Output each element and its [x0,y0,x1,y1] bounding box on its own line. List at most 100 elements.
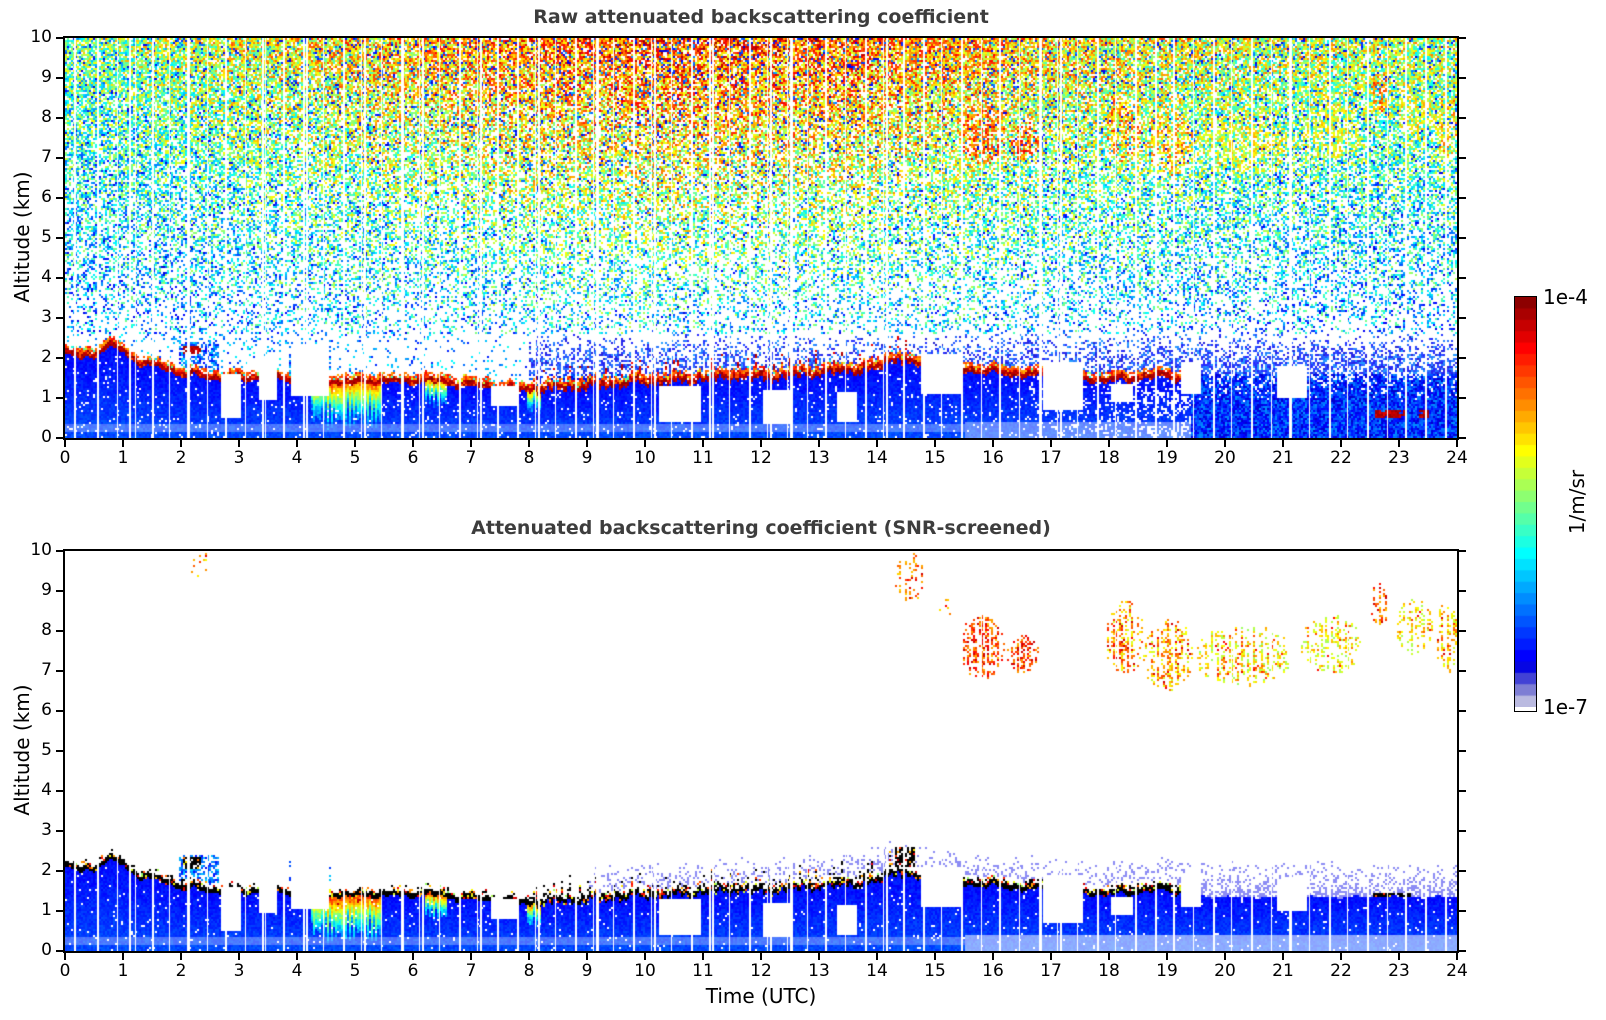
y-tick-mark [56,910,63,912]
y-tick-label: 3 [41,820,52,840]
x-tick-label: 17 [1040,448,1062,468]
y-tick-mark [56,197,63,199]
screened-panel-title: Attenuated backscattering coefficient (S… [471,517,1051,539]
y-tick-label: 9 [41,67,52,87]
y-tick-label: 2 [41,860,52,880]
y-tick-mark-right [1459,317,1466,319]
x-tick-mark [412,953,414,960]
y-tick-label: 1 [41,387,52,407]
x-tick-mark [1050,953,1052,960]
x-tick-label: 21 [1272,961,1294,981]
y-tick-mark [56,870,63,872]
x-tick-label: 19 [1156,448,1178,468]
x-tick-label: 6 [407,448,419,468]
x-tick-mark [412,440,414,447]
y-tick-mark [56,710,63,712]
x-tick-mark [934,440,936,447]
y-tick-mark [56,277,63,279]
x-tick-label: 19 [1156,961,1178,981]
x-tick-mark [1166,953,1168,960]
x-tick-label: 3 [233,961,245,981]
y-tick-label: 4 [41,780,52,800]
x-tick-label: 2 [175,448,187,468]
colorbar-min-label: 1e-7 [1543,695,1588,719]
colorbar-max-label: 1e-4 [1543,285,1588,309]
x-tick-mark [296,953,298,960]
raw-heatmap-plot [63,36,1459,440]
x-tick-label: 17 [1040,961,1062,981]
y-tick-label: 0 [41,940,52,960]
x-tick-mark [702,953,704,960]
x-tick-mark [354,953,356,960]
x-tick-mark [644,953,646,960]
y-tick-mark-right [1459,830,1466,832]
y-tick-mark [56,830,63,832]
x-tick-mark [876,953,878,960]
x-tick-mark [760,953,762,960]
x-tick-mark [64,953,66,960]
x-tick-label: 21 [1272,448,1294,468]
x-tick-label: 4 [291,961,303,981]
y-tick-mark [56,590,63,592]
y-tick-mark-right [1459,630,1466,632]
y-tick-label: 4 [41,267,52,287]
y-tick-mark-right [1459,910,1466,912]
x-tick-mark [180,440,182,447]
x-tick-mark [1050,440,1052,447]
y-tick-label: 6 [41,700,52,720]
x-tick-label: 15 [924,961,946,981]
y-tick-mark [56,157,63,159]
x-tick-mark [1166,440,1168,447]
x-tick-mark [1456,440,1458,447]
x-tick-mark [470,953,472,960]
raw-panel-title: Raw attenuated backscattering coefficien… [533,6,989,28]
x-tick-label: 1 [117,448,129,468]
y-tick-mark-right [1459,870,1466,872]
x-tick-mark [1282,440,1284,447]
y-tick-mark-right [1459,197,1466,199]
x-tick-mark [1108,953,1110,960]
x-tick-mark [818,440,820,447]
x-tick-label: 23 [1388,961,1410,981]
x-tick-label: 22 [1330,448,1352,468]
x-tick-label: 18 [1098,961,1120,981]
x-tick-label: 11 [692,448,714,468]
y-tick-mark-right [1459,277,1466,279]
x-tick-mark [934,953,936,960]
x-tick-mark [586,953,588,960]
y-tick-mark-right [1459,37,1466,39]
x-tick-mark [586,440,588,447]
x-tick-label: 13 [808,961,830,981]
x-tick-label: 8 [523,961,535,981]
x-tick-mark [528,953,530,960]
x-tick-mark [1398,953,1400,960]
y-tick-label: 8 [41,620,52,640]
x-tick-label: 4 [291,448,303,468]
colorbar-units-label: 1/m/sr [1565,469,1589,535]
y-tick-label: 3 [41,307,52,327]
x-tick-mark [1340,953,1342,960]
x-tick-mark [1108,440,1110,447]
y-tick-mark [56,750,63,752]
y-tick-mark-right [1459,237,1466,239]
y-tick-label: 7 [41,147,52,167]
x-tick-mark [238,440,240,447]
x-tick-label: 5 [349,448,361,468]
x-tick-label: 16 [982,448,1004,468]
x-tick-mark [876,440,878,447]
x-tick-mark [180,953,182,960]
x-tick-mark [1340,440,1342,447]
y-tick-mark [56,357,63,359]
y-tick-mark [56,37,63,39]
x-tick-label: 6 [407,961,419,981]
y-tick-mark-right [1459,670,1466,672]
y-tick-mark [56,117,63,119]
y-tick-mark-right [1459,590,1466,592]
x-tick-label: 20 [1214,961,1236,981]
x-tick-mark [1398,440,1400,447]
x-tick-label: 18 [1098,448,1120,468]
y-tick-label: 0 [41,427,52,447]
x-tick-label: 15 [924,448,946,468]
y-tick-mark-right [1459,77,1466,79]
